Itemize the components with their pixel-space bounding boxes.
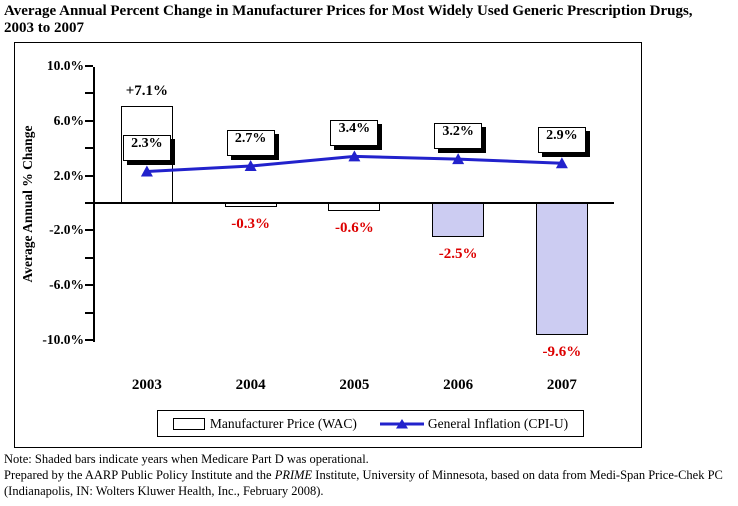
x-axis-label-2004: 2004	[235, 377, 266, 393]
bar-value-label: -0.6%	[335, 220, 374, 237]
y-axis-tick	[85, 284, 93, 287]
bar-value-label: -9.6%	[542, 343, 582, 360]
legend: Manufacturer Price (WAC) General Inflati…	[157, 410, 584, 437]
line-value-label: 2.3%	[122, 135, 171, 162]
y-axis-title: Average Annual % Change	[20, 125, 35, 283]
footnote-2-text: Prepared by the AARP Public Policy Insti…	[4, 468, 275, 482]
y-axis-tick	[85, 339, 93, 341]
chart-title: Average Annual Percent Change in Manufac…	[4, 3, 693, 36]
footnote-2: Prepared by the AARP Public Policy Insti…	[4, 467, 738, 499]
line-value-label: 3.4%	[330, 120, 379, 147]
bar-value-label: +7.1%	[125, 82, 169, 99]
legend-bar-swatch-icon	[172, 417, 205, 430]
y-axis-tick-label: 10.0%	[46, 58, 84, 73]
line-value-label: 2.9%	[537, 127, 586, 154]
x-axis-label-2007: 2007	[546, 377, 577, 393]
bar-value-label: -2.5%	[438, 246, 478, 263]
y-axis-minor-tick	[85, 92, 93, 95]
footnote-1: Note: Shaded bars indicate years when Me…	[4, 452, 369, 466]
y-axis-minor-tick	[85, 147, 93, 150]
y-axis-tick-label: 6.0%	[53, 112, 84, 128]
line-marker-icon	[348, 150, 361, 162]
footnote-2-text: Institute, University of Minnesota, base…	[4, 468, 723, 498]
y-axis-tick	[85, 174, 93, 177]
y-axis-line	[93, 67, 95, 342]
line-value-label: 3.2%	[434, 123, 483, 150]
y-axis-tick-label: -6.0%	[49, 277, 84, 293]
line-value-label: 2.7%	[226, 130, 275, 156]
y-axis-tick	[85, 119, 93, 122]
y-axis-tick-label: -2.0%	[49, 222, 84, 238]
y-axis-tick	[85, 65, 93, 67]
y-axis-tick-label: -10.0%	[42, 332, 84, 347]
bar-2007	[535, 203, 588, 335]
bar-2004	[224, 203, 277, 208]
line-marker-icon	[452, 153, 465, 165]
footnote-2-italic: PRIME	[274, 468, 313, 482]
x-axis-label-2005: 2005	[339, 377, 370, 393]
y-axis-tick	[85, 229, 93, 232]
y-axis-minor-tick	[85, 202, 93, 204]
legend-bar-label: Manufacturer Price (WAC)	[209, 415, 357, 431]
legend-line-swatch-icon	[379, 418, 424, 428]
footnotes: Note: Shaded bars indicate years when Me…	[4, 451, 738, 499]
y-axis-minor-tick	[85, 311, 93, 314]
line-marker-icon	[555, 157, 568, 169]
line-marker-icon	[244, 160, 257, 172]
bar-2006	[432, 203, 485, 238]
y-axis-minor-tick	[85, 256, 93, 259]
legend-line-label: General Inflation (CPI-U)	[427, 415, 569, 431]
bar-2005	[328, 203, 381, 212]
bar-value-label: -0.3%	[231, 216, 271, 233]
x-axis-label-2006: 2006	[443, 377, 474, 393]
y-axis-tick-label: 2.0%	[53, 167, 84, 183]
x-axis-label-2003: 2003	[131, 377, 162, 393]
